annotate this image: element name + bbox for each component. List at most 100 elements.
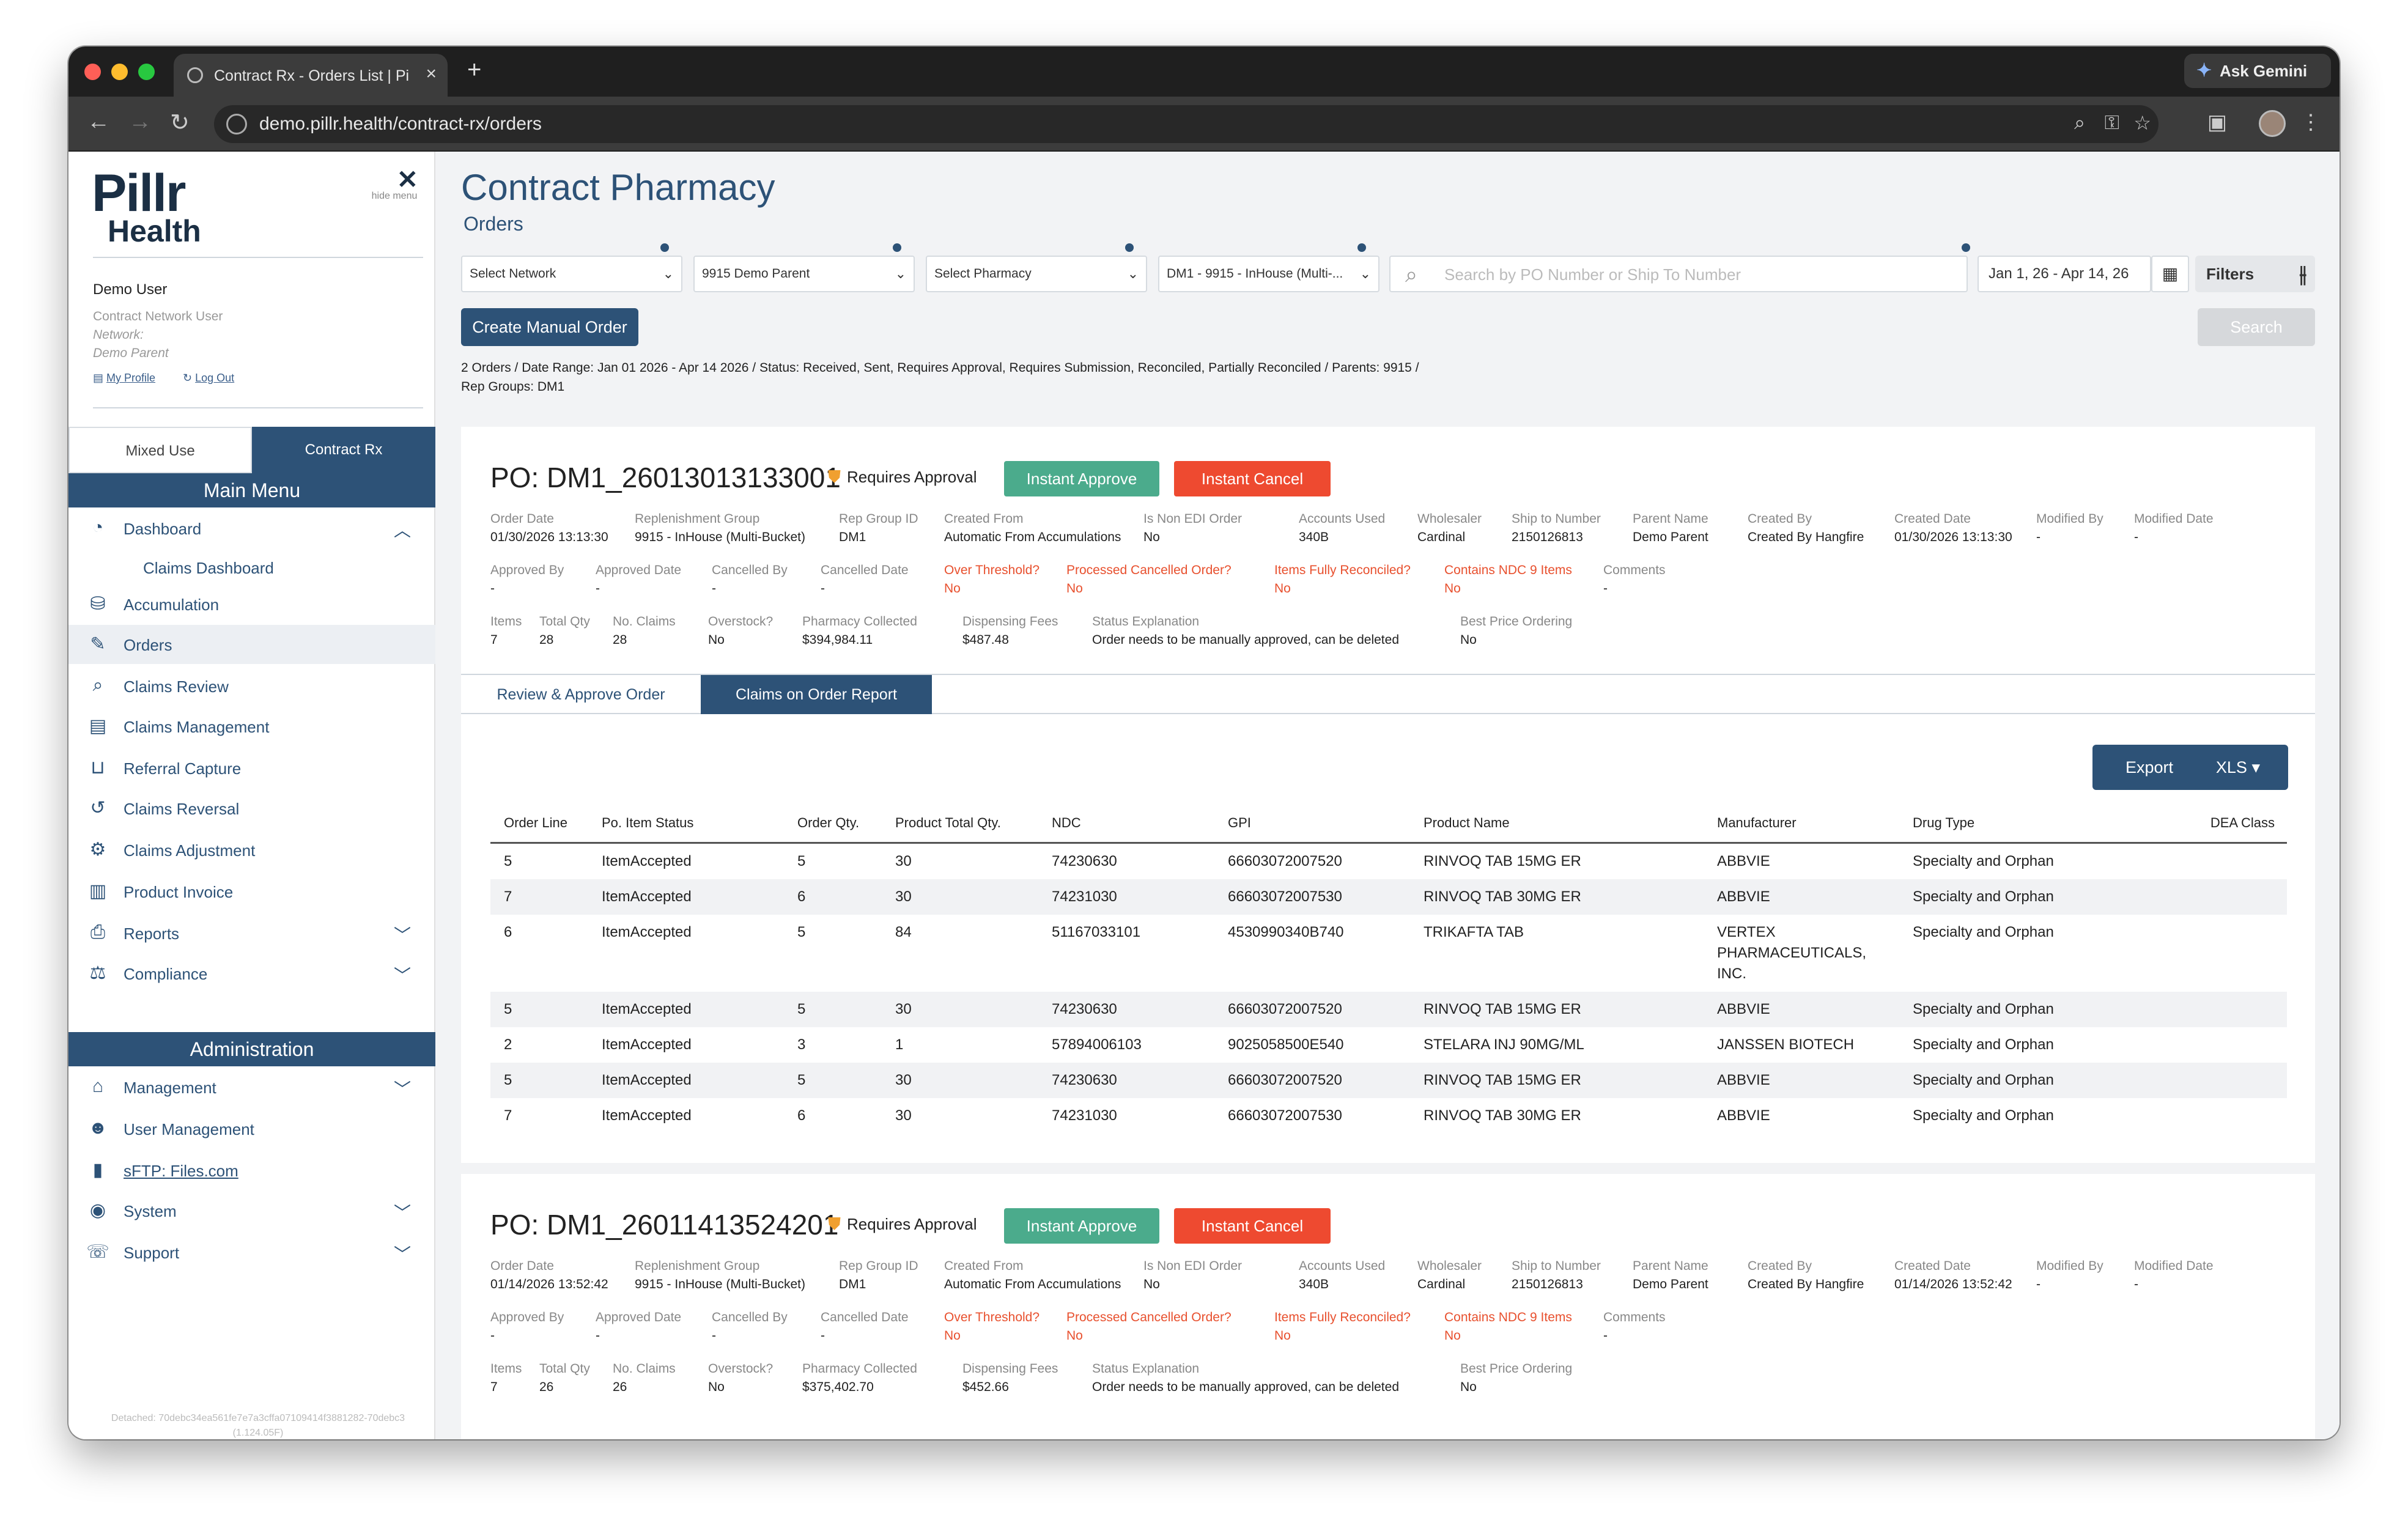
main-content: Contract Pharmacy Orders Select Network … [435, 152, 2340, 1439]
tab-contract-rx[interactable]: Contract Rx [252, 427, 435, 473]
order-field: Accounts Used 340B [1299, 510, 1385, 547]
instant-approve-button[interactable]: Instant Approve [1004, 461, 1159, 496]
column-header[interactable]: Manufacturer [1704, 805, 1899, 844]
sidebar-item-referral-capture[interactable]: ⊔ Referral Capture [68, 748, 435, 788]
column-header[interactable]: Po. Item Status [588, 805, 784, 844]
sftp-icon: ▮ [92, 1160, 103, 1180]
sidebar-item-support[interactable]: ☏ Support ﹀ [68, 1233, 435, 1272]
field-label: Is Non EDI Order [1143, 512, 1243, 526]
field-value: Order needs to be manually approved, can… [1092, 1380, 1400, 1394]
parent-select[interactable]: 9915 Demo Parent ⌄ [693, 256, 915, 292]
column-header[interactable]: Order Line [490, 805, 588, 844]
calendar-icon[interactable]: ▦ [2151, 256, 2189, 292]
date-range-input[interactable]: Jan 1, 26 - Apr 14, 26 [1978, 256, 2151, 292]
filter-indicator-dot [1357, 243, 1366, 252]
export-button[interactable]: Export XLS ▾ [2092, 745, 2288, 790]
chevron-down-icon: ﹀ [393, 1203, 411, 1222]
order-field: Contains NDC 9 Items No [1444, 561, 1572, 598]
bookmark-star-icon[interactable]: ☆ [2133, 112, 2151, 134]
field-label: Approved By [490, 1310, 564, 1324]
sidebar-item-dashboard[interactable]: ◔ Dashboard ︿ [68, 509, 435, 548]
rep-group-select[interactable]: DM1 - 9915 - InHouse (Multi-... ⌄ [1158, 256, 1379, 292]
filters-button[interactable]: Filters ⫲ [2195, 256, 2315, 292]
sidebar-item-compliance[interactable]: ⚖ Compliance ﹀ [68, 954, 435, 993]
sidebar-item-product-invoice[interactable]: ▥ Product Invoice [68, 872, 435, 911]
instant-approve-button[interactable]: Instant Approve [1004, 1208, 1159, 1244]
search-button[interactable]: Search [2198, 308, 2315, 346]
pillr-health-logo[interactable]: Pillr Health [92, 164, 201, 248]
sidebar-item-accumulation[interactable]: ⛁ Accumulation [68, 585, 435, 624]
new-tab-icon[interactable]: + [467, 56, 482, 83]
column-header[interactable]: Product Name [1410, 805, 1704, 844]
sidebar-item-user-management[interactable]: ☻ User Management [68, 1109, 435, 1148]
close-tab-icon[interactable]: × [426, 64, 437, 84]
field-value: DM1 [839, 1277, 866, 1291]
po-search-input[interactable] [1444, 263, 1952, 286]
cell-item-status: ItemAccepted [588, 991, 784, 1027]
reload-icon[interactable]: ↻ [170, 110, 190, 136]
sidebar-item-claims-adjustment[interactable]: ⚙ Claims Adjustment [68, 830, 435, 869]
pharmacy-select[interactable]: Select Pharmacy ⌄ [926, 256, 1147, 292]
minimize-window-button[interactable] [111, 64, 128, 80]
sidebar-item-management[interactable]: ⌂ Management ﹀ [68, 1068, 435, 1107]
create-manual-order-button[interactable]: Create Manual Order [461, 308, 638, 346]
password-key-icon[interactable]: ⚿ [2104, 111, 2119, 133]
sidebar-item-claims-review[interactable]: ⌕ Claims Review [68, 666, 435, 706]
table-row[interactable]: 5 ItemAccepted 5 30 74230630 66603072007520 RI… [490, 991, 2287, 1027]
table-row[interactable]: 6 ItemAccepted 5 84 51167033101 4530990340B74… [490, 915, 2287, 992]
sidebar-item-system[interactable]: ◉ System ﹀ [68, 1191, 435, 1230]
close-window-button[interactable] [84, 64, 101, 80]
ask-gemini-button[interactable]: ✦ Ask Gemini [2184, 54, 2331, 88]
chevron-up-icon: ︿ [393, 521, 411, 540]
site-info-icon[interactable] [226, 114, 247, 135]
sidebar-item-claims-reversal[interactable]: ↺ Claims Reversal [68, 789, 435, 828]
cell-product-total-qty: 30 [882, 879, 1038, 915]
field-label: Cancelled Date [821, 1310, 909, 1324]
column-header[interactable]: Order Qty. [784, 805, 882, 844]
tab-mixed-use[interactable]: Mixed Use [68, 427, 252, 473]
column-header[interactable]: DEA Class [2193, 805, 2287, 844]
hide-menu-button[interactable]: ✕ hide menu [367, 167, 422, 202]
tab-search-icon[interactable]: ▣ [2207, 111, 2227, 134]
order-field: Status Explanation Order needs to be manu… [1092, 1360, 1399, 1396]
menu-dots-icon[interactable]: ⋮ [2300, 111, 2321, 134]
sidebar-item-sftp[interactable]: ▮ sFTP: Files.com [68, 1151, 435, 1190]
zoom-icon[interactable]: ⌕ [2074, 111, 2085, 133]
back-arrow-icon[interactable]: ← [87, 109, 110, 135]
field-label: Items [490, 614, 522, 629]
orders-icon: ✎ [90, 634, 106, 654]
po-number: PO: DM1_26011413524201 [490, 1209, 839, 1241]
column-header[interactable]: Drug Type [1899, 805, 2193, 844]
order-field: Is Non EDI Order No [1143, 510, 1242, 547]
column-header[interactable]: GPI [1214, 805, 1410, 844]
profile-avatar[interactable] [2259, 110, 2286, 137]
my-profile-link[interactable]: My Profile [106, 372, 156, 384]
log-out-link[interactable]: Log Out [195, 372, 235, 384]
address-bar[interactable]: demo.pillr.health/contract-rx/orders ⌕ ⚿… [214, 105, 2159, 143]
sidebar-item-claims-management[interactable]: ▤ Claims Management [68, 707, 435, 746]
table-row[interactable]: 7 ItemAccepted 6 30 74231030 66603072007530 RI… [490, 879, 2287, 915]
order-field: Over Threshold? No [944, 1308, 1040, 1345]
table-row[interactable]: 7 ItemAccepted 6 30 74231030 66603072007530 RI… [490, 1098, 2287, 1134]
cell-manufacturer: ABBVIE [1704, 1062, 1899, 1098]
browser-tab[interactable]: Contract Rx - Orders List | Pillr × [174, 54, 448, 97]
sidebar-item-orders[interactable]: ✎ Orders [68, 625, 435, 664]
column-header[interactable]: Product Total Qty. [882, 805, 1038, 844]
network-select[interactable]: Select Network ⌄ [461, 256, 682, 292]
tab-claims-on-order-report[interactable]: Claims on Order Report [701, 675, 932, 714]
forward-arrow-icon[interactable]: → [128, 109, 152, 135]
table-row[interactable]: 2 ItemAccepted 3 1 57894006103 9025058500E540… [490, 1027, 2287, 1063]
table-row[interactable]: 5 ItemAccepted 5 30 74230630 66603072007520 RI… [490, 843, 2287, 879]
cell-dea-class [2193, 843, 2287, 879]
cell-manufacturer: ABBVIE [1717, 1107, 1770, 1124]
instant-cancel-button[interactable]: Instant Cancel [1174, 1208, 1331, 1244]
tab-review-approve-order[interactable]: Review & Approve Order [497, 686, 665, 703]
xls-format-dropdown[interactable]: XLS ▾ [2215, 758, 2260, 777]
table-row[interactable]: 5 ItemAccepted 5 30 74230630 66603072007520 RI… [490, 1062, 2287, 1098]
sidebar-item-claims-dashboard[interactable]: Claims Dashboard [68, 548, 435, 587]
column-header[interactable]: NDC [1038, 805, 1214, 844]
cell-product-total-qty: 30 [895, 852, 912, 869]
maximize-window-button[interactable] [138, 64, 155, 80]
instant-cancel-button[interactable]: Instant Cancel [1174, 461, 1331, 496]
sidebar-item-reports[interactable]: ⎙ Reports ﹀ [68, 913, 435, 953]
